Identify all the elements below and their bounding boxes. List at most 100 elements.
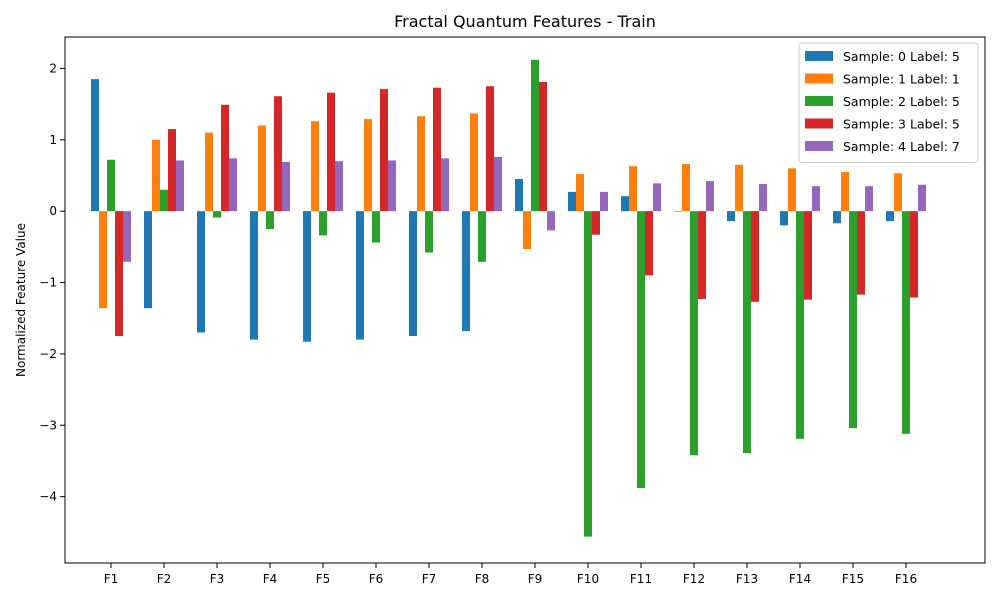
bar-f12-series-0 [674,211,682,212]
bar-f6-series-0 [356,211,364,340]
bar-f10-series-4 [600,191,608,212]
x-tick-label: F3 [210,572,225,586]
bar-f16-series-3 [910,211,918,298]
y-tick-label: −1 [39,276,57,290]
bar-f10-series-2 [584,211,592,537]
bar-f13-series-0 [727,211,735,222]
x-tick-label: F6 [369,572,384,586]
bar-f15-series-3 [857,211,865,295]
bar-f4-series-0 [250,211,258,340]
bar-f7-series-1 [417,116,425,212]
bar-f14-series-4 [812,186,820,212]
bar-f9-series-1 [523,211,531,249]
bar-f6-series-4 [388,160,396,212]
bar-f6-series-2 [372,211,380,243]
bar-f12-series-1 [682,164,690,212]
bar-f1-series-3 [115,211,123,337]
bar-f3-series-4 [229,158,237,212]
legend-box [798,42,979,163]
x-tick-label: F14 [789,572,811,586]
bar-f14-series-3 [804,211,812,300]
x-tick-label: F2 [157,572,172,586]
bar-f11-series-1 [629,166,637,212]
bar-f14-series-0 [780,211,788,226]
x-tick-label: F10 [577,572,599,586]
bar-f9-series-0 [515,179,523,212]
bar-f2-series-2 [160,189,168,212]
x-tick-label: F5 [316,572,331,586]
x-tick-label: F4 [263,572,278,586]
chart-title: Fractal Quantum Features - Train [394,12,656,31]
bar-f2-series-0 [144,211,152,309]
bar-f13-series-3 [751,211,759,302]
plot-area: −4 −3 −2 −1 0 1 2 F1 F2 F3 F4 F5 F6 F7 F8 F9 F10 F11 F12 F1… [39,36,986,586]
bar-f16-series-1 [894,173,902,212]
bar-f8-series-3 [486,86,494,212]
bar-f9-series-3 [539,81,547,212]
bar-f8-series-4 [494,156,502,212]
bar-f14-series-2 [796,211,804,439]
legend-swatch [805,141,833,151]
x-tick-label: F9 [528,572,543,586]
y-axis-title: Normalized Feature Value [14,223,28,377]
y-tick-label: −2 [39,347,57,361]
bar-f7-series-3 [433,87,441,212]
legend-swatch [805,118,833,129]
legend-label: Sample: 1 Label: 1 [843,72,960,87]
bar-f1-series-1 [99,211,107,309]
bar-f3-series-1 [205,132,213,212]
legend-swatch [805,96,833,106]
bar-f2-series-4 [176,160,184,212]
plot-frame [64,36,986,564]
bar-f12-series-4 [706,181,714,212]
bar-f4-series-1 [258,125,266,212]
bar-f16-series-2 [902,211,910,434]
bar-f1-series-2 [107,159,115,212]
legend-swatch [805,51,833,61]
bar-f15-series-1 [841,171,849,212]
bar-f4-series-4 [282,161,290,212]
bar-f5-series-4 [335,161,343,212]
bar-f13-series-4 [759,184,767,212]
bar-f7-series-4 [441,158,449,212]
bar-f8-series-1 [470,113,478,212]
bar-f6-series-1 [364,119,372,212]
bar-f8-series-2 [478,211,486,262]
bar-f16-series-4 [918,184,926,212]
x-tick-label: F15 [842,572,864,586]
legend-swatch [805,73,833,84]
bar-f4-series-2 [266,211,274,229]
bar-f11-series-3 [645,211,653,276]
bar-f10-series-3 [592,211,600,235]
legend-label: Sample: 2 Label: 5 [843,94,960,109]
bar-f10-series-0 [568,191,576,212]
bar-f11-series-4 [653,183,661,212]
bar-f2-series-3 [168,129,176,212]
x-tick-label: F7 [422,572,437,586]
y-tick-label: 0 [49,204,57,218]
bar-f5-series-3 [327,92,335,212]
y-tick-label: 1 [49,133,57,147]
y-tick-label: 2 [49,61,57,75]
legend: Sample: 0 Label: 5 Sample: 1 Label: 1 Samp… [798,42,979,163]
bar-f13-series-2 [743,211,751,454]
bar-f12-series-3 [698,211,706,299]
bar-f3-series-0 [197,211,205,333]
x-tick-label: F8 [475,572,490,586]
bar-f2-series-1 [152,139,160,212]
bar-f9-series-2 [531,59,539,212]
bar-f7-series-2 [425,211,433,253]
bar-f4-series-3 [274,96,282,212]
x-tick-label: F11 [630,572,652,586]
bar-f8-series-0 [462,211,470,332]
legend-label: Sample: 4 Label: 7 [843,139,960,154]
bar-f12-series-2 [690,211,698,456]
legend-label: Sample: 0 Label: 5 [843,49,960,64]
bar-f13-series-1 [735,164,743,212]
bar-f3-series-3 [221,104,229,212]
x-tick-label: F1 [104,572,119,586]
bar-f15-series-0 [833,211,841,224]
bar-f16-series-0 [886,211,894,222]
bar-f1-series-4 [123,211,131,262]
